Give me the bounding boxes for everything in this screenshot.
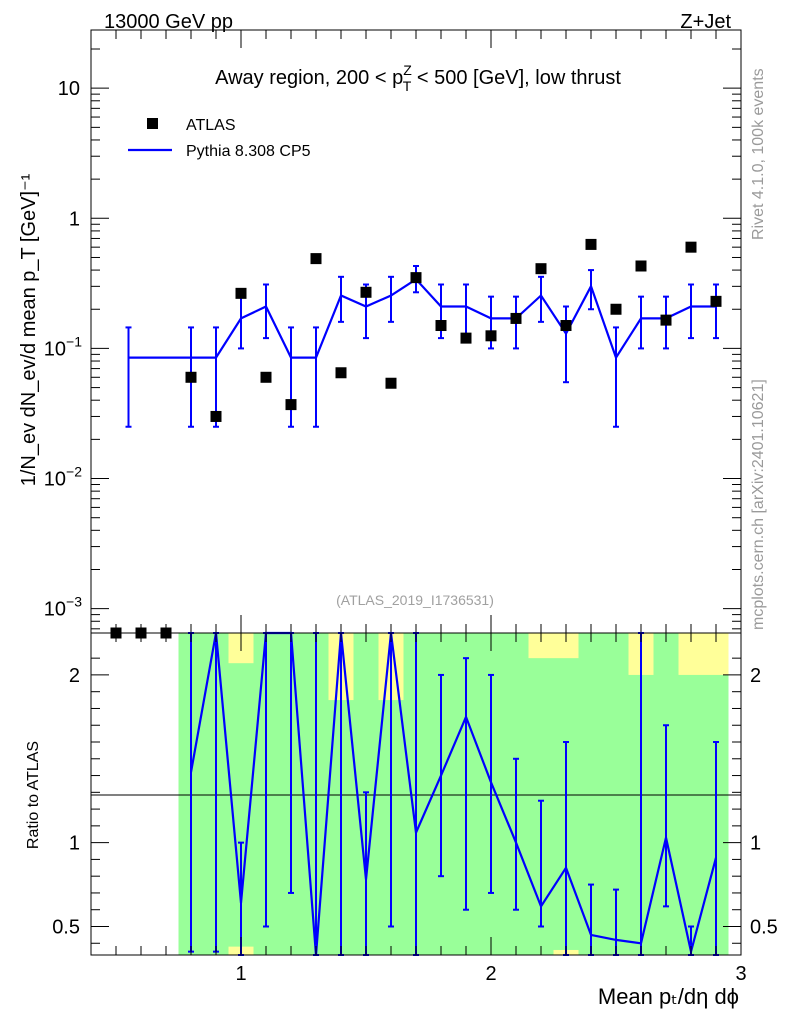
atlas-point <box>310 253 322 265</box>
atlas-point <box>510 312 522 324</box>
ratio-x-tick-label: 3 <box>735 963 746 985</box>
atlas-point <box>285 399 297 411</box>
main-y-tick-label: 10 <box>58 78 80 100</box>
ratio-panel: 1 2 3 0.5 0.5 1 1 2 2 Ratio to ATLAS Mean pₜ/dη … <box>25 631 778 1009</box>
ratio-plot-frame <box>90 632 742 956</box>
atlas-point <box>335 367 347 379</box>
atlas-point <box>710 295 722 307</box>
ratio-y-tick-label: 1 <box>69 833 80 855</box>
atlas-point <box>560 320 572 332</box>
ratio-y-tick-label: 0.5 <box>52 916 80 938</box>
atlas-point <box>185 371 197 383</box>
mcplots-label: mcplots.cern.ch [arXiv:2401.10621] <box>750 379 767 630</box>
atlas-point <box>210 410 222 422</box>
atlas-point <box>585 238 597 250</box>
main-panel: 10−3 10−2 10−1 1 10 Away region, 200 < pZ T <… <box>18 29 742 639</box>
ratio-y-tick-label-right: 1 <box>750 833 761 855</box>
watermark: (ATLAS_2019_I1736531) <box>336 592 494 608</box>
main-y-tick-labels: 10−3 10−2 10−1 1 10 <box>44 78 82 620</box>
ratio-x-tick-label: 1 <box>235 963 246 985</box>
atlas-point <box>460 332 472 344</box>
atlas-point <box>660 314 672 326</box>
ratio-tick-labels: 1 2 3 0.5 0.5 1 1 2 2 <box>52 665 778 985</box>
ratio-band-green <box>678 674 704 955</box>
atlas-point <box>610 303 622 315</box>
atlas-point <box>360 286 372 298</box>
main-y-tick-label: 10−2 <box>44 464 82 491</box>
atlas-point <box>535 263 547 275</box>
atlas-point <box>485 330 497 342</box>
ratio-x-tick-label: 2 <box>485 963 496 985</box>
atlas-point <box>410 272 422 284</box>
ratio-mc-series <box>188 631 719 956</box>
plot-title: Away region, 200 < pZ T < 500 [GeV], low … <box>215 62 621 94</box>
x-axis-label: Mean pₜ/dη dϕ <box>598 984 739 1009</box>
atlas-point <box>385 377 397 389</box>
legend-label-pythia: Pythia 8.308 CP5 <box>186 143 311 160</box>
atlas-point <box>235 287 247 299</box>
legend-label-atlas: ATLAS <box>186 117 236 134</box>
atlas-point <box>260 371 272 383</box>
atlas-point <box>635 260 647 272</box>
legend-marker-atlas <box>147 118 158 129</box>
main-y-tick-label: 10−3 <box>44 594 82 621</box>
atlas-point <box>435 320 447 332</box>
ratio-y-tick-label: 2 <box>69 665 80 687</box>
mc-series <box>125 264 719 428</box>
atlas-series <box>110 238 722 639</box>
main-y-tick-label: 1 <box>69 208 80 230</box>
main-y-axis-label: 1/N_ev dN_ev/d mean p_T [GeV]⁻¹ <box>18 173 40 486</box>
legend: ATLAS Pythia 8.308 CP5 <box>128 117 311 160</box>
main-y-tick-label: 10−1 <box>44 333 82 360</box>
header-left-label: 13000 GeV pp <box>104 11 233 33</box>
ratio-y-axis-label: Ratio to ATLAS <box>25 741 42 849</box>
main-ticks <box>91 30 741 633</box>
header-right-label: Z+Jet <box>680 11 731 33</box>
ratio-ticks <box>91 633 741 955</box>
rivet-label: Rivet 4.1.0, 100k events <box>750 68 767 240</box>
atlas-point <box>685 241 697 253</box>
ratio-y-tick-label-right: 0.5 <box>750 916 778 938</box>
ratio-y-tick-label-right: 2 <box>750 665 761 687</box>
